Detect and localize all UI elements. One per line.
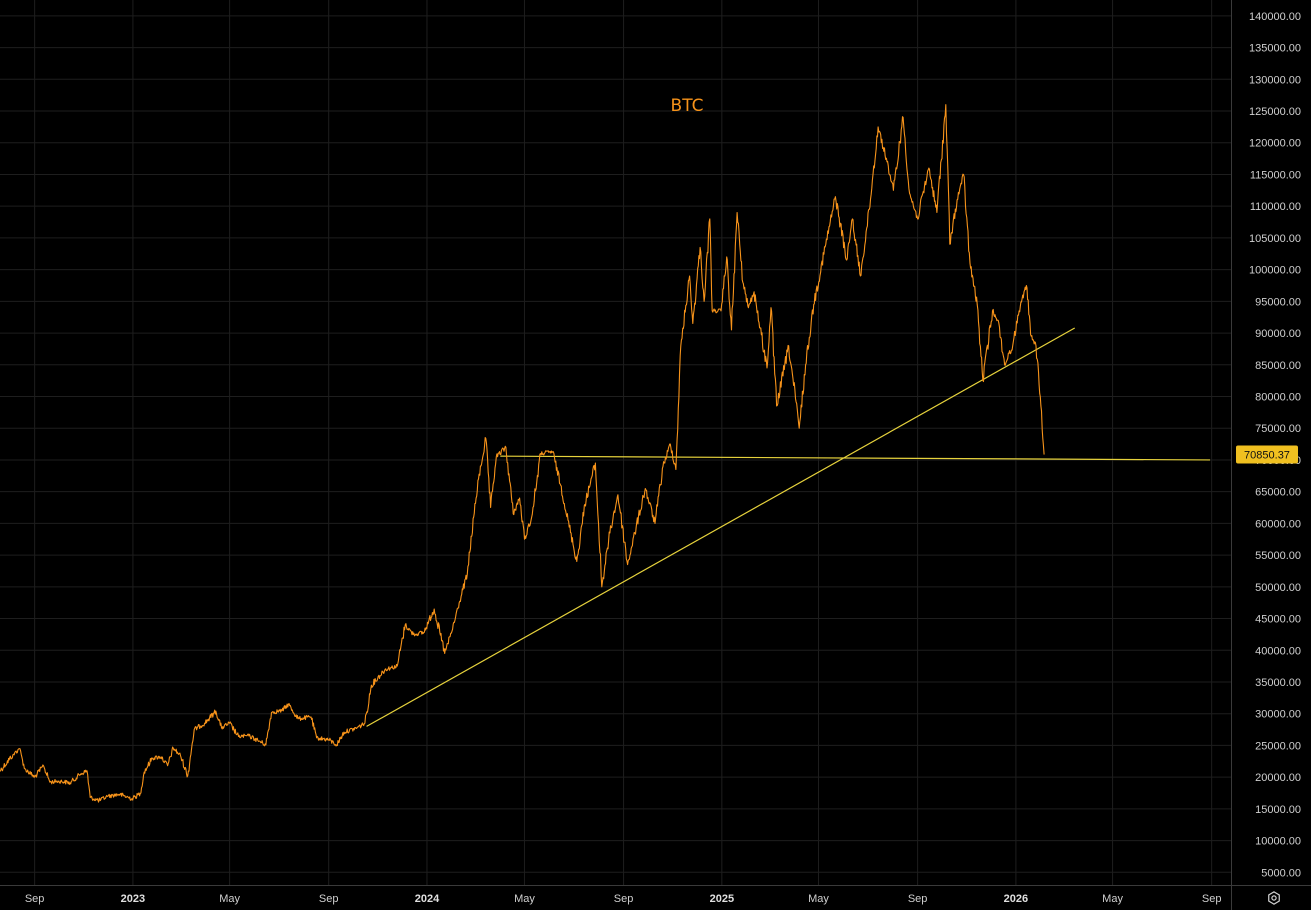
trendline[interactable] (366, 327, 1076, 727)
trendlines (366, 327, 1211, 727)
y-tick-label: 120000.00 (1249, 138, 1301, 150)
last-price-marker: 70850.37 (1236, 445, 1298, 464)
y-tick-label: 140000.00 (1249, 11, 1301, 23)
y-tick-label: 25000.00 (1255, 740, 1301, 752)
x-tick-label: May (514, 893, 535, 905)
x-tick-label: 2025 (710, 893, 734, 905)
y-tick-label: 100000.00 (1249, 265, 1301, 277)
y-tick-label: 115000.00 (1250, 169, 1301, 181)
y-tick-label: 40000.00 (1255, 645, 1301, 657)
series-line (0, 104, 1045, 803)
settings-button[interactable] (1262, 887, 1286, 909)
y-tick-label: 65000.00 (1255, 487, 1301, 499)
x-tick-label: 2026 (1004, 893, 1028, 905)
price-series (0, 104, 1045, 803)
y-tick-label: 95000.00 (1255, 296, 1301, 308)
chart-title: BTC (671, 96, 704, 116)
y-tick-label: 30000.00 (1255, 709, 1301, 721)
y-tick-label: 90000.00 (1255, 328, 1301, 340)
y-tick-label: 55000.00 (1255, 550, 1301, 562)
y-tick-label: 110000.00 (1250, 201, 1301, 213)
x-tick-label: 2024 (415, 893, 440, 905)
time-axis[interactable]: Sep 2023 May Sep 2024 May Sep 2025 May Sep 2026 May… (25, 893, 1222, 905)
y-tick-label: 60000.00 (1255, 518, 1301, 530)
y-tick-label: 105000.00 (1249, 233, 1301, 245)
x-tick-label: Sep (1202, 893, 1222, 905)
x-tick-label: May (1102, 893, 1123, 905)
y-tick-label: 35000.00 (1255, 677, 1301, 689)
y-tick-label: 15000.00 (1255, 804, 1301, 816)
y-tick-label: 85000.00 (1255, 360, 1301, 372)
y-tick-label: 130000.00 (1249, 74, 1301, 86)
x-tick-label: Sep (25, 893, 45, 905)
y-tick-label: 135000.00 (1249, 43, 1301, 55)
x-tick-label: Sep (614, 893, 634, 905)
y-tick-label: 10000.00 (1255, 836, 1301, 848)
x-tick-label: May (219, 893, 240, 905)
x-tick-label: 2023 (121, 893, 145, 905)
y-tick-label: 20000.00 (1255, 772, 1301, 784)
last-price-value: 70850.37 (1244, 450, 1290, 462)
trendline[interactable] (500, 455, 1211, 461)
x-tick-label: May (808, 893, 829, 905)
last-price-badge (1236, 445, 1298, 464)
y-tick-label: 125000.00 (1249, 106, 1301, 118)
x-tick-label: Sep (908, 893, 928, 905)
y-tick-label: 75000.00 (1255, 423, 1301, 435)
y-tick-label: 45000.00 (1255, 614, 1301, 626)
y-tick-label: 80000.00 (1255, 392, 1301, 404)
y-tick-label: 5000.00 (1261, 867, 1301, 879)
y-tick-label: 50000.00 (1255, 582, 1301, 594)
gear-icon (1268, 891, 1280, 905)
x-tick-label: Sep (319, 893, 339, 905)
